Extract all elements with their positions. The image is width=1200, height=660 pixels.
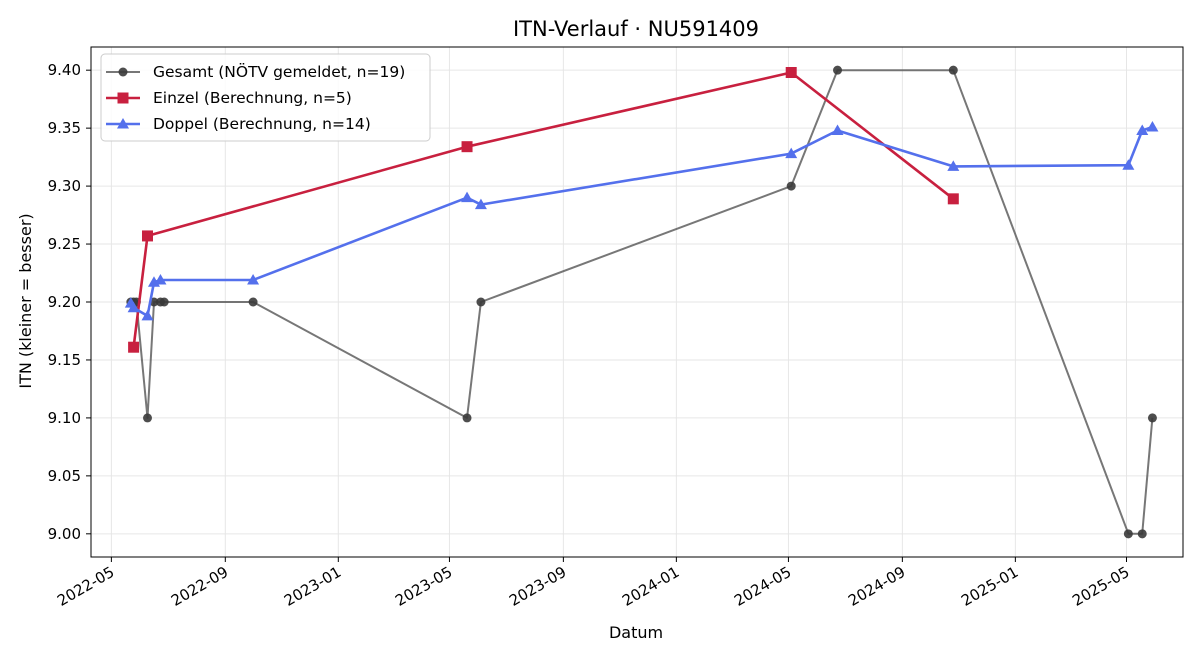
- data-point-doppel: [247, 273, 260, 285]
- y-tick-label: 9.30: [48, 177, 81, 195]
- x-tick-label: 2024-09: [845, 563, 908, 610]
- data-point-doppel: [1146, 120, 1159, 132]
- data-point-gesamt: [833, 65, 843, 75]
- x-tick-label: 2024-05: [731, 563, 794, 610]
- y-tick-label: 9.10: [48, 409, 81, 427]
- x-tick-label: 2025-01: [958, 563, 1021, 610]
- legend-item-doppel: Doppel (Berechnung, n=14): [106, 115, 371, 133]
- y-axis: 9.00 9.05 9.10 9.15 9.20 9.25 9.30 9.35 9.40: [48, 61, 91, 543]
- y-tick-label: 9.35: [48, 119, 81, 137]
- data-point-gesamt: [1123, 529, 1133, 539]
- legend-marker-gesamt: [118, 67, 128, 77]
- series-doppel: [124, 120, 1159, 321]
- data-point-einzel: [128, 341, 140, 353]
- legend-marker-einzel: [117, 92, 129, 104]
- data-point-doppel: [947, 160, 960, 171]
- data-point-gesamt: [948, 65, 958, 75]
- data-point-gesamt: [248, 297, 258, 307]
- data-point-gesamt: [786, 181, 796, 191]
- data-point-gesamt: [159, 297, 169, 307]
- data-point-doppel: [141, 309, 154, 321]
- data-point-doppel: [461, 191, 474, 203]
- data-point-doppel: [127, 301, 140, 313]
- legend-frame: [100, 53, 431, 142]
- data-point-doppel: [1136, 124, 1149, 135]
- data-point-doppel: [785, 147, 798, 159]
- legend: Gesamt (NÖTV gemeldet, n=19) Einzel (Bere…: [100, 53, 431, 142]
- x-tick-label: 2022-05: [54, 563, 117, 610]
- y-tick-label: 9.25: [48, 235, 81, 253]
- y-tick-label: 9.15: [48, 351, 81, 369]
- legend-label-gesamt: Gesamt (NÖTV gemeldet, n=19): [153, 62, 405, 81]
- x-tick-label: 2023-09: [506, 563, 569, 610]
- grid: [91, 47, 1183, 557]
- data-point-gesamt: [476, 297, 486, 307]
- data-point-gesamt: [1147, 413, 1157, 423]
- data-point-gesamt: [1137, 529, 1147, 539]
- legend-label-doppel: Doppel (Berechnung, n=14): [153, 115, 371, 133]
- series-layer: [124, 65, 1159, 539]
- y-tick-label: 9.20: [48, 293, 81, 311]
- data-point-einzel: [785, 67, 797, 78]
- series-line-doppel: [129, 125, 1153, 318]
- legend-item-einzel: Einzel (Berechnung, n=5): [106, 89, 352, 107]
- y-tick-label: 9.40: [48, 61, 81, 79]
- x-tick-label: 2022-09: [168, 563, 231, 610]
- data-point-doppel: [154, 273, 167, 285]
- data-point-doppel: [831, 124, 844, 135]
- chart-title: ITN-Verlauf · NU591409: [513, 17, 759, 41]
- y-tick-label: 9.00: [48, 525, 81, 543]
- data-point-einzel: [461, 141, 473, 153]
- x-tick-label: 2023-01: [281, 563, 344, 610]
- x-tick-label: 2023-05: [392, 563, 455, 610]
- x-axis: 2022-05 2022-09 2023-01 2023-05 2023-09 2024-…: [54, 557, 1133, 610]
- y-tick-label: 9.05: [48, 467, 81, 485]
- data-point-gesamt: [462, 413, 472, 423]
- data-point-einzel: [947, 193, 959, 205]
- data-point-doppel: [474, 198, 487, 210]
- x-axis-label: Datum: [609, 623, 663, 642]
- legend-label-einzel: Einzel (Berechnung, n=5): [153, 89, 352, 107]
- series-einzel: [128, 67, 959, 353]
- y-axis-label: ITN (kleiner = besser): [16, 213, 35, 388]
- series-line-gesamt: [130, 69, 1154, 535]
- x-tick-label: 2025-05: [1069, 563, 1132, 610]
- data-point-einzel: [141, 230, 153, 242]
- data-point-doppel: [1122, 159, 1135, 170]
- x-tick-label: 2024-01: [619, 563, 682, 610]
- data-point-gesamt: [142, 413, 152, 423]
- legend-marker-doppel: [117, 118, 129, 129]
- legend-item-gesamt: Gesamt (NÖTV gemeldet, n=19): [106, 62, 405, 81]
